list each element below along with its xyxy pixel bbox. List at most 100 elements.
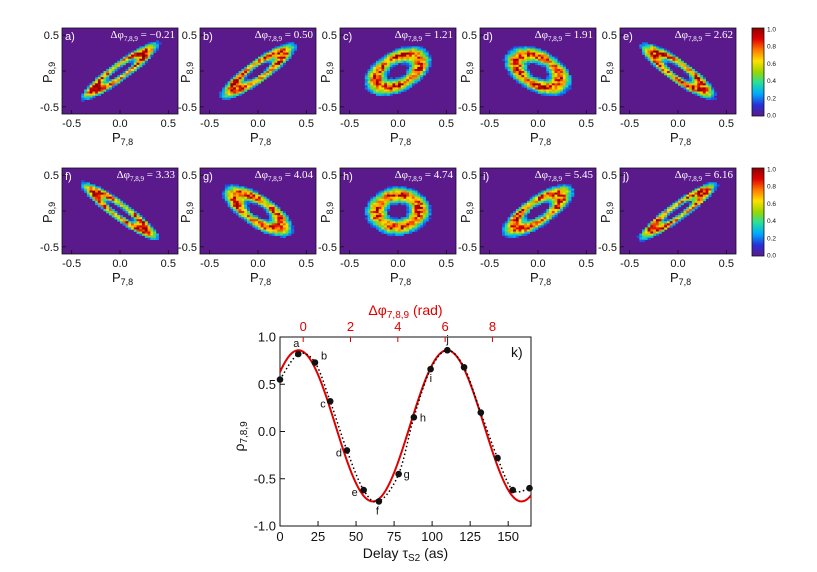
heatmap-pixels <box>364 186 432 236</box>
y-tick-label: 0.5 <box>602 30 617 42</box>
y-tick-label: -0.5 <box>458 102 477 114</box>
x-tick-label: 0.0 <box>250 118 265 130</box>
x-tick-label: -0.5 <box>340 118 359 130</box>
x-tick-label: 0.5 <box>579 118 594 130</box>
heatmap-panel-f: f) Δφ7,8,9 = 3.33 -0.5 0.0 0.5 0.5 -0.5 P7,8 P8,… <box>40 167 179 287</box>
colorbar-scale <box>751 27 765 117</box>
heatmap-panel-b: b) Δφ7,8,9 = 0.50 -0.5 0.0 0.5 0.5 -0.5 P7,8 P8,… <box>178 27 317 147</box>
point-label-i: i <box>430 373 432 385</box>
data-point <box>460 363 468 371</box>
y-tick-label: 0.5 <box>602 170 617 182</box>
y-axis-title: P8,9 <box>318 62 335 83</box>
plot-frame <box>279 336 532 527</box>
data-point <box>444 346 451 354</box>
x-tick-label: 0.0 <box>530 258 545 270</box>
point-label-g: g <box>404 469 410 481</box>
phase-label: Δφ7,8,9 = 4.74 <box>395 169 454 183</box>
point-label-b: b <box>321 351 327 363</box>
x-tick-label: 75 <box>387 529 401 544</box>
point-label-c: c <box>320 398 326 410</box>
colorbar: 1.0 0.8 0.6 0.4 0.2 0.0 <box>751 167 776 260</box>
top-tick-label: 4 <box>394 319 401 334</box>
x-tick-label: 25 <box>311 529 325 544</box>
data-point <box>375 498 383 505</box>
x-axis-title: P7,8 <box>390 270 411 287</box>
y-tick-label: -0.5 <box>178 242 197 254</box>
data-trend-curve <box>279 349 530 503</box>
panel-label: j) <box>622 171 629 183</box>
data-point <box>360 486 367 494</box>
x-axis-title: P7,8 <box>112 270 133 287</box>
top-tick-label: 8 <box>489 319 496 334</box>
x-tick-label: -0.5 <box>620 118 639 130</box>
colorbar-tick-label: 1.0 <box>767 27 776 34</box>
x-tick-label: 0.0 <box>390 258 405 270</box>
y-axis-title: P8,9 <box>40 62 57 83</box>
x-tick-label: 150 <box>497 529 519 544</box>
x-tick-label: -0.5 <box>620 258 639 270</box>
heatmap-pixels <box>81 180 159 240</box>
x-tick-label: 125 <box>459 529 481 544</box>
y-axis-title: P8,9 <box>598 202 615 223</box>
heatmap-background <box>200 28 316 114</box>
x-tick-label: -0.5 <box>200 258 219 270</box>
x-tick-label: -0.5 <box>340 258 359 270</box>
colorbar-tick-label: 0.2 <box>767 95 776 102</box>
heatmap-background <box>480 168 596 254</box>
heatmap-panel-i: i) Δφ7,8,9 = 5.45 -0.5 0.0 0.5 0.5 -0.5 P7,8 P8,… <box>458 167 597 287</box>
top-tick-label: 2 <box>347 319 354 334</box>
x-axis-title: P7,8 <box>530 130 551 147</box>
x-tick-label: -0.5 <box>62 258 81 270</box>
y-tick-label: -0.5 <box>254 471 276 486</box>
colorbar-tick-label: 0.0 <box>767 253 776 260</box>
x-tick-label: 0.5 <box>719 258 734 270</box>
y-axis-title: P8,9 <box>318 202 335 223</box>
heatmap-panel-e: e) Δφ7,8,9 = 2.62 -0.5 0.0 0.5 0.5 -0.5 P7,8 P8,… <box>598 27 737 147</box>
colorbar-tick-label: 0.4 <box>767 218 776 225</box>
y-tick-label: -0.5 <box>598 242 617 254</box>
phase-label: Δφ7,8,9 = 1.21 <box>395 29 453 43</box>
phase-label: Δφ7,8,9 = 0.50 <box>255 29 314 43</box>
data-point <box>276 376 284 383</box>
colorbar-tick-label: 0.6 <box>767 61 776 68</box>
data-point <box>509 486 517 494</box>
heatmap-background <box>200 168 316 254</box>
heatmap-pixels <box>636 182 720 243</box>
x-tick-label: 0.5 <box>579 258 594 270</box>
heatmap-background <box>340 28 456 114</box>
phase-label: Δφ7,8,9 = 3.33 <box>117 169 176 183</box>
x-tick-label: -0.5 <box>200 118 219 130</box>
colorbar-tick-label: 1.0 <box>767 167 776 174</box>
x-tick-label: 0.0 <box>670 118 685 130</box>
x-tick-label: 0.0 <box>670 258 685 270</box>
colorbar-tick-label: 0.4 <box>767 78 776 85</box>
heatmap-panel-c: c) Δφ7,8,9 = 1.21 -0.5 0.0 0.5 0.5 -0.5 P7,8 P8,… <box>318 27 457 147</box>
x-tick-label: 50 <box>349 529 363 544</box>
top-tick-label: 6 <box>442 319 449 334</box>
y-axis-title: ρ7,8,9 <box>231 421 250 452</box>
panel-label: g) <box>203 171 213 183</box>
x-tick-label: 100 <box>421 529 443 544</box>
top-axis-title: Δφ7,8,9 (rad) <box>368 302 442 321</box>
y-axis-title: P8,9 <box>458 202 475 223</box>
y-tick-label: -0.5 <box>458 242 477 254</box>
y-tick-label: 0.5 <box>44 170 59 182</box>
heatmap-pixels <box>639 42 717 100</box>
y-tick-label: 0.5 <box>258 377 276 392</box>
top-tick-label: 0 <box>300 319 307 334</box>
panel-label: e) <box>623 31 633 43</box>
fit-curve <box>279 349 532 503</box>
y-tick-label: 0.0 <box>258 424 276 439</box>
y-tick-label: -0.5 <box>40 242 59 254</box>
phase-label: Δφ7,8,9 = 6.16 <box>675 169 734 183</box>
heatmap-panels: a) Δφ7,8,9 = −0.21-0.5 0.0 0.50.5-0.5P7,8P8… <box>40 27 737 287</box>
y-axis-title: P8,9 <box>178 62 195 83</box>
colorbar-tick-label: 0.6 <box>767 201 776 208</box>
point-label-f: f <box>376 505 380 517</box>
heatmap-pixels <box>502 46 572 96</box>
colorbar-tick-label: 0.8 <box>767 184 776 191</box>
x-tick-label: 0.5 <box>439 118 454 130</box>
y-axis-title: P8,9 <box>178 202 195 223</box>
x-axis-title: Delay τS2 (as) <box>363 545 448 564</box>
